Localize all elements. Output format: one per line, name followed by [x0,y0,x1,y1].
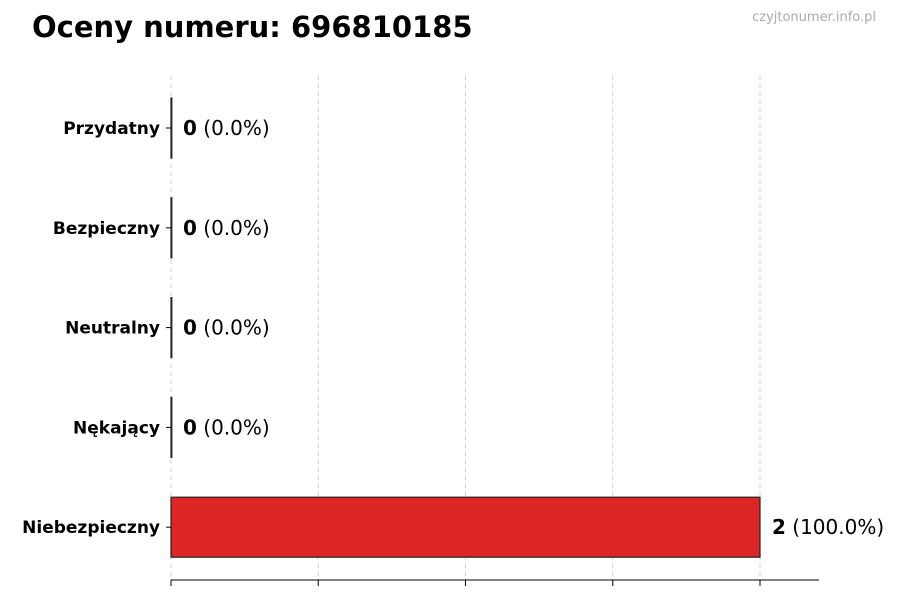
value-count: 0 [183,415,197,439]
value-label: 0 (0.0%) [183,316,270,340]
value-percent: (0.0%) [203,116,269,140]
category-label: Nękający [73,418,160,438]
value-count: 2 [772,515,786,539]
value-count: 0 [183,216,197,240]
category-label: Neutralny [65,319,160,339]
value-label: 0 (0.0%) [183,415,270,439]
value-label: 2 (100.0%) [772,515,884,539]
bar [170,97,173,159]
value-percent: (0.0%) [203,415,269,439]
bar [170,197,173,259]
bar [170,396,173,458]
value-percent: (0.0%) [203,316,269,340]
value-percent: (0.0%) [203,216,269,240]
value-count: 0 [183,316,197,340]
chart-title: Oceny numeru: 696810185 [32,10,473,44]
value-label: 0 (0.0%) [183,216,270,240]
value-percent: (100.0%) [792,515,884,539]
bar [170,496,761,558]
bar [170,297,173,359]
category-label: Niebezpieczny [22,518,160,538]
watermark: czyjtonumer.info.pl [752,10,876,25]
value-count: 0 [183,116,197,140]
value-label: 0 (0.0%) [183,116,270,140]
category-label: Bezpieczny [53,219,160,239]
category-label: Przydatny [63,119,160,139]
